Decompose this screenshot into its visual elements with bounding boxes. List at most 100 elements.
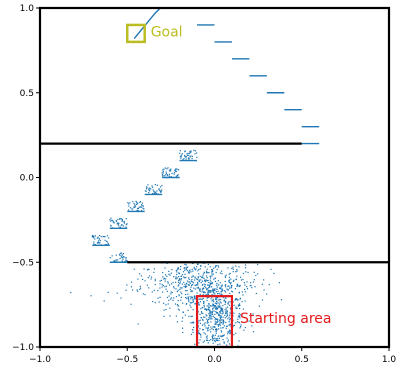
scatter-point	[133, 268, 135, 270]
scatter-point	[210, 314, 212, 316]
scatter-point	[223, 299, 225, 301]
scatter-point	[220, 335, 222, 337]
scatter-point	[235, 278, 237, 280]
scatter-point	[97, 241, 99, 243]
scatter-point	[202, 341, 204, 343]
scatter-point	[166, 262, 168, 265]
starting-area-region	[195, 295, 234, 349]
scatter-point	[141, 202, 143, 204]
scatter-point	[221, 272, 223, 275]
scatter-point	[258, 305, 260, 307]
scatter-point	[207, 290, 209, 292]
scatter-point	[204, 279, 206, 281]
scatter-point	[121, 224, 123, 226]
scatter-point	[107, 242, 109, 245]
scatter-point	[194, 343, 196, 345]
scatter-point	[220, 322, 222, 324]
scatter-point	[118, 222, 120, 224]
scatter-point	[94, 238, 96, 240]
scatter-point	[129, 202, 131, 204]
scatter-point	[212, 303, 215, 306]
scatter-point	[213, 338, 215, 340]
scatter-point	[123, 256, 125, 258]
scatter-point	[115, 259, 117, 261]
scatter-point	[218, 298, 220, 300]
scatter-point	[216, 329, 218, 331]
scatter-point	[211, 271, 213, 273]
scatter-point	[134, 205, 136, 207]
scatter-point	[218, 319, 221, 321]
scatter-point	[188, 281, 190, 283]
scatter-point	[238, 321, 240, 323]
scatter-point	[157, 289, 159, 292]
scatter-point	[134, 204, 136, 206]
scatter-point	[198, 304, 200, 306]
scatter-point	[212, 290, 214, 292]
scatter-point	[170, 291, 172, 293]
scatter-point	[200, 279, 202, 281]
scatter-point	[177, 285, 179, 287]
scatter-point	[210, 311, 212, 313]
scatter-point	[176, 321, 179, 323]
scatter-point	[252, 281, 255, 283]
scatter-point	[184, 155, 186, 158]
scatter-point	[216, 339, 219, 342]
scatter-point	[233, 312, 235, 314]
scatter-point	[211, 270, 213, 272]
scatter-point	[197, 325, 199, 327]
scatter-point	[166, 290, 168, 292]
scatter-point	[211, 335, 213, 338]
scatter-point	[206, 288, 208, 290]
scatter-point	[189, 302, 192, 304]
scatter-point	[173, 297, 175, 299]
scatter-point	[159, 186, 162, 188]
scatter-point	[125, 260, 127, 262]
scatter-point	[230, 281, 232, 284]
scatter-point	[122, 225, 124, 227]
scatter-point	[233, 279, 235, 281]
scatter-point	[228, 273, 230, 275]
scatter-point	[228, 280, 230, 282]
scatter-point	[202, 288, 204, 290]
scatter-point	[218, 306, 220, 309]
scatter-point	[238, 304, 241, 306]
scatter-point	[202, 316, 205, 318]
scatter-point	[138, 206, 140, 208]
scatter-point	[122, 258, 124, 260]
scatter-point	[208, 286, 210, 289]
scatter-point	[177, 267, 179, 269]
scatter-point	[203, 271, 205, 273]
scatter-point	[214, 277, 216, 279]
scatter-point	[173, 287, 175, 289]
scatter-point	[196, 266, 198, 268]
scatter-point	[215, 298, 217, 301]
scatter-point	[228, 343, 231, 345]
scatter-point	[189, 296, 191, 298]
scatter-point	[209, 282, 211, 285]
scatter-point	[187, 157, 190, 160]
scatter-point	[182, 327, 184, 329]
scatter-point	[93, 243, 95, 245]
scatter-point	[137, 290, 139, 292]
y-tick-label: −0.5	[12, 258, 34, 268]
scatter-point	[178, 169, 180, 171]
scatter-point	[214, 326, 216, 328]
scatter-point	[192, 329, 194, 331]
scatter-point	[109, 257, 111, 259]
scatter-point	[131, 208, 133, 210]
scatter-point	[203, 291, 205, 293]
scatter-point	[199, 339, 201, 341]
scatter-point	[196, 281, 199, 284]
scatter-point	[180, 266, 182, 268]
scatter-point	[196, 263, 199, 265]
scatter-point	[211, 313, 213, 315]
scatter-point	[97, 236, 99, 238]
scatter-point	[230, 307, 232, 309]
scatter-point	[227, 341, 229, 343]
scatter-point	[228, 304, 231, 306]
scatter-point	[195, 295, 197, 297]
scatter-point	[226, 314, 228, 317]
scatter-point	[178, 309, 180, 311]
scatter-point	[216, 282, 218, 284]
scatter-point	[193, 268, 195, 270]
